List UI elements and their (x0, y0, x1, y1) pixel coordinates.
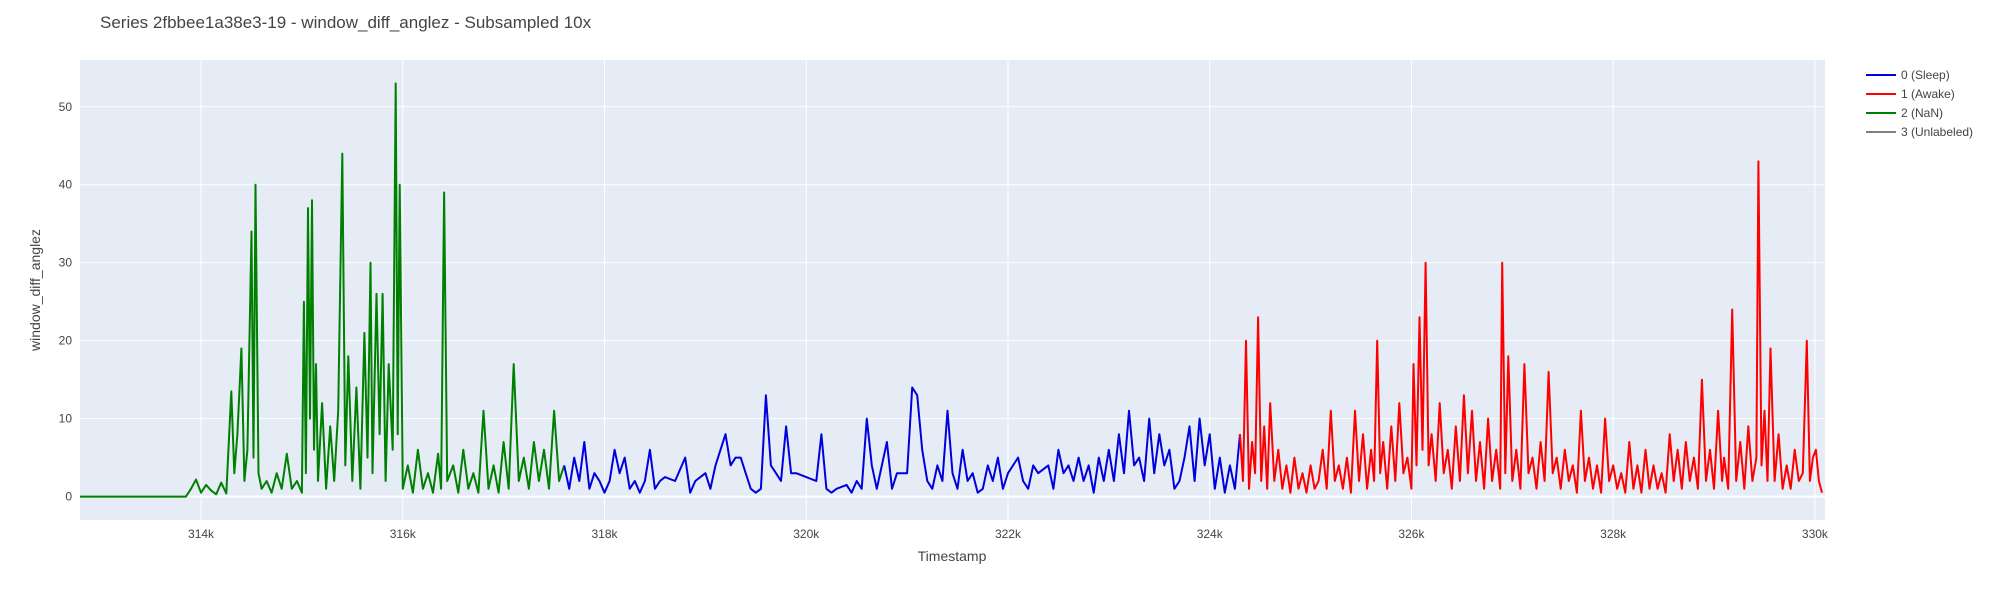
x-tick-label: 326k (1398, 527, 1425, 541)
series-lines (80, 82, 1823, 498)
y-tick-label: 40 (59, 178, 73, 192)
legend-item[interactable]: 0 (Sleep) (1866, 68, 1950, 82)
x-axis-title: Timestamp (918, 548, 987, 564)
x-tick-label: 316k (390, 527, 417, 541)
legend-label: 3 (Unlabeled) (1901, 125, 1973, 139)
y-tick-label: 50 (59, 100, 73, 114)
series-line-0 (563, 386, 1241, 494)
x-tick-label: 314k (188, 527, 215, 541)
plot-background (80, 60, 1825, 520)
legend-item[interactable]: 3 (Unlabeled) (1866, 125, 1973, 139)
x-tick-label: 320k (793, 527, 820, 541)
y-tick-label: 10 (59, 412, 73, 426)
y-tick-label: 30 (59, 256, 73, 270)
y-axis-title: window_diff_anglez (27, 229, 43, 352)
x-tick-label: 318k (591, 527, 618, 541)
legend-label: 0 (Sleep) (1901, 68, 1950, 82)
legend-label: 1 (Awake) (1901, 87, 1955, 101)
x-tick-label: 324k (1197, 527, 1224, 541)
series-line-1 (1239, 160, 1823, 494)
chart-title: Series 2fbbee1a38e3-19 - window_diff_ang… (100, 13, 592, 32)
legend-label: 2 (NaN) (1901, 106, 1943, 120)
y-tick-label: 0 (65, 490, 72, 504)
series-line-2 (80, 82, 566, 498)
legend[interactable]: 0 (Sleep) 1 (Awake) 2 (NaN) 3 (Unlabeled) (1866, 68, 1973, 139)
x-tick-label: 322k (995, 527, 1022, 541)
y-tick-label: 20 (59, 334, 73, 348)
x-tick-label: 330k (1802, 527, 1829, 541)
legend-item[interactable]: 2 (NaN) (1866, 106, 1943, 120)
x-tick-label: 328k (1600, 527, 1627, 541)
tick-labels: 314k 316k 318k 320k 322k 324k 326k 328k 330k 0 10 2… (59, 100, 1829, 541)
legend-item[interactable]: 1 (Awake) (1866, 87, 1955, 101)
